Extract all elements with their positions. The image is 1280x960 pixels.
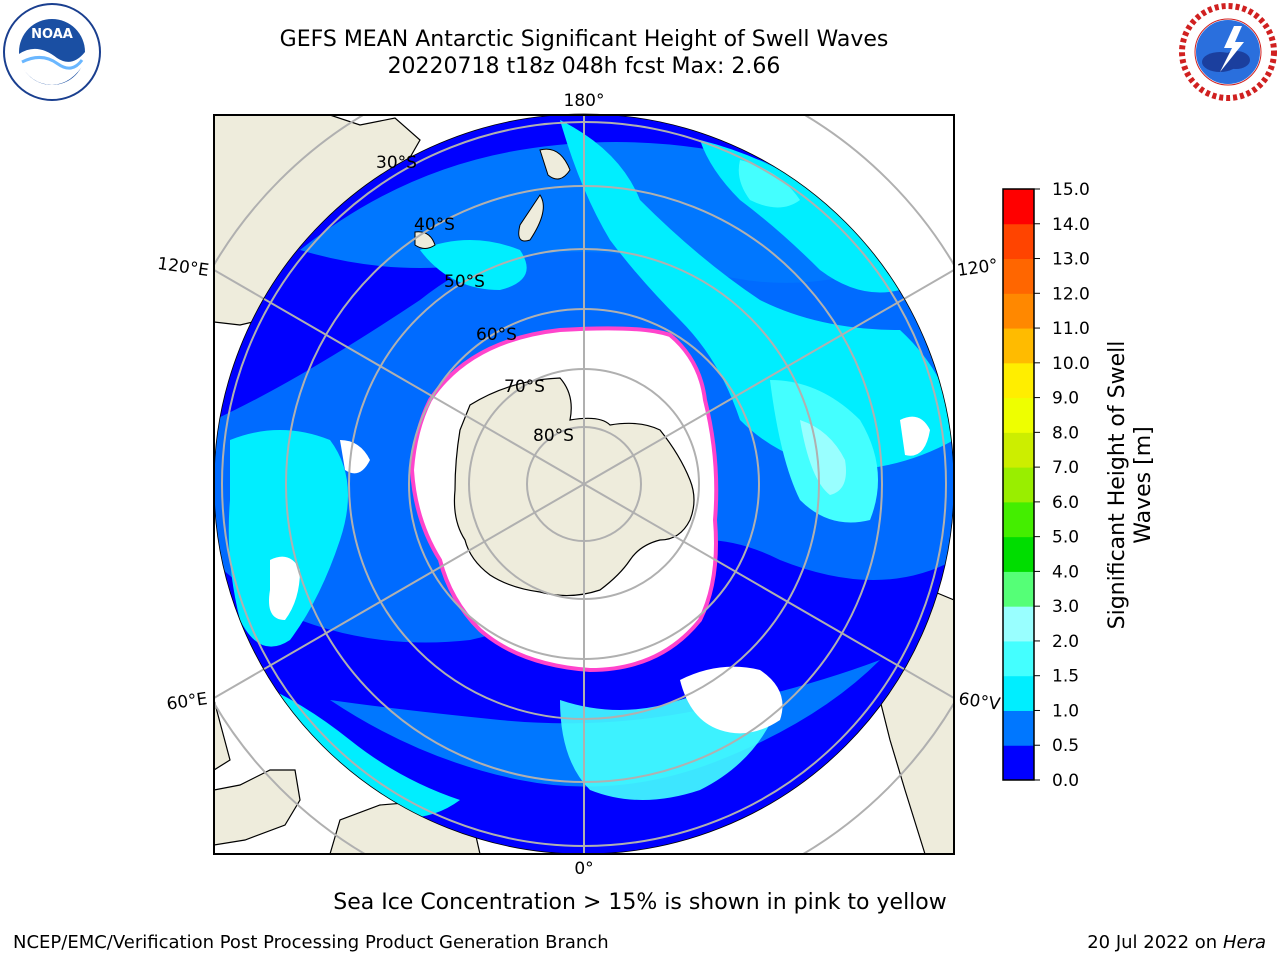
lat-label-30s: 30°S	[376, 153, 417, 173]
colorbar-segment	[1003, 258, 1034, 294]
lon-label-lower-left: 60°E	[165, 689, 208, 714]
chart-title: GEFS MEAN Antarctic Significant Height o…	[279, 27, 889, 52]
colorbar-tick-label: 11.0	[1052, 319, 1090, 339]
colorbar-segment	[1003, 467, 1034, 503]
nws-logo-icon	[1179, 3, 1277, 101]
colorbar-segment	[1003, 328, 1034, 364]
colorbar-tick-label: 1.5	[1052, 667, 1079, 687]
colorbar-segment	[1003, 293, 1034, 329]
lon-label-bottom: 0°	[574, 859, 593, 879]
colorbar-segment	[1003, 536, 1034, 572]
colorbar-label-line2: Waves [m]	[1131, 426, 1156, 543]
colorbar-tick-label: 15.0	[1052, 180, 1090, 200]
colorbar-segment	[1003, 571, 1034, 607]
colorbar-tick-label: 0.5	[1052, 736, 1079, 756]
lat-label-70s: 70°S	[504, 377, 545, 397]
colorbar-segment	[1003, 745, 1034, 781]
colorbar-segment	[1003, 223, 1034, 260]
colorbar-segment	[1003, 710, 1034, 746]
date-text: 20 Jul 2022 on	[1087, 932, 1218, 953]
colorbar-label-line1: Significant Height of Swell	[1105, 341, 1130, 630]
noaa-logo-text: NOAA	[31, 27, 73, 42]
colorbar-segment	[1003, 606, 1034, 642]
colorbar-tick-label: 14.0	[1052, 215, 1090, 235]
noaa-logo-icon: NOAA	[3, 3, 101, 101]
colorbar-segment	[1003, 432, 1034, 468]
colorbar-segment	[1003, 189, 1034, 225]
lat-label-40s: 40°S	[414, 215, 455, 235]
map-frame	[213, 114, 955, 855]
graticule	[214, 115, 954, 854]
colorbar-tick-label: 3.0	[1052, 597, 1079, 617]
machine-name: Hera	[1222, 932, 1266, 953]
sea-ice-note: Sea Ice Concentration > 15% is shown in …	[333, 890, 947, 915]
date-stamp: 20 Jul 2022 on Hera	[1087, 932, 1266, 953]
colorbar-tick-label: 13.0	[1052, 250, 1090, 270]
lon-label-lower-right: 60°V	[957, 689, 1002, 715]
colorbar-segment	[1003, 640, 1034, 677]
colorbar-tick-label: 9.0	[1052, 389, 1079, 409]
lon-label-upper-left: 120°E	[156, 254, 210, 281]
lat-label-50s: 50°S	[444, 272, 485, 292]
colorbar-segment	[1003, 675, 1034, 711]
colorbar-segment	[1003, 397, 1034, 433]
outer-land	[214, 115, 954, 854]
colorbar-tick-label: 8.0	[1052, 423, 1079, 443]
lat-label-60s: 60°S	[476, 325, 517, 345]
colorbar-tick-label: 6.0	[1052, 493, 1079, 513]
credit-text: NCEP/EMC/Verification Post Processing Pr…	[13, 932, 609, 953]
colorbar-tick-label: 12.0	[1052, 284, 1090, 304]
colorbar-tick-label: 5.0	[1052, 528, 1079, 548]
antarctica-landmass	[453, 377, 695, 597]
chart-subtitle: 20220718 t18z 048h fcst Max: 2.66	[387, 54, 781, 79]
colorbar-tick-label: 10.0	[1052, 354, 1090, 374]
colorbar: 0.0 0.5 1.0 1.5 2.0 3.0 4.0 5.0 6.0 7.0 8.0 9.0 10.0…	[1003, 180, 1090, 791]
colorbar-tick-label: 1.0	[1052, 701, 1079, 721]
colorbar-segment	[1003, 501, 1034, 538]
lon-label-top: 180°	[564, 91, 605, 111]
colorbar-tick-label: 0.0	[1052, 771, 1079, 791]
lat-label-80s: 80°S	[533, 426, 574, 446]
colorbar-tick-label: 7.0	[1052, 458, 1079, 478]
lon-label-upper-right: 120°	[956, 255, 999, 281]
colorbar-frame	[1002, 188, 1035, 781]
colorbar-tick-label: 4.0	[1052, 562, 1079, 582]
colorbar-tick-label: 2.0	[1052, 632, 1079, 652]
colorbar-segment	[1003, 362, 1034, 399]
